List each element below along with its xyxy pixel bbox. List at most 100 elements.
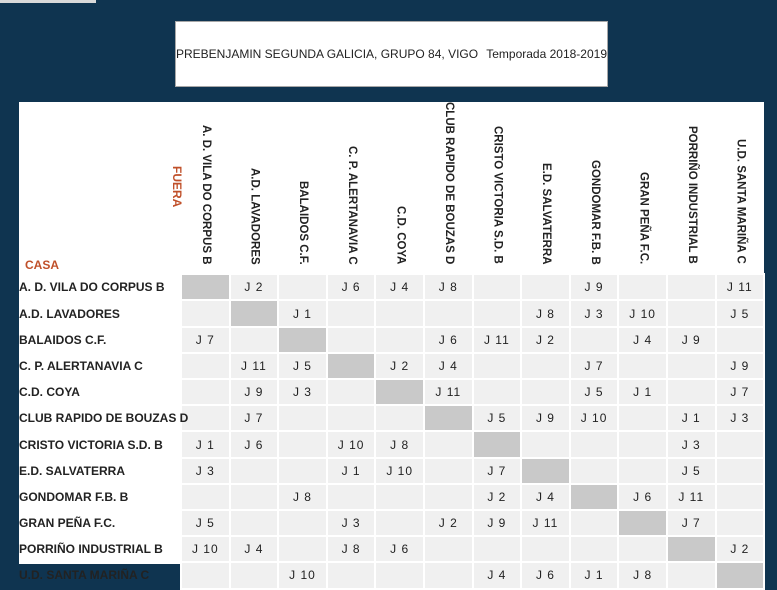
fixture-cell[interactable]: J 8 — [325, 535, 377, 564]
fixture-cell[interactable]: J 9 — [665, 325, 717, 354]
fixture-cell[interactable]: J 8 — [422, 273, 474, 302]
diagonal-cell[interactable] — [180, 273, 231, 302]
fixture-cell[interactable]: J 2 — [520, 325, 571, 354]
fixture-cell[interactable] — [617, 273, 668, 302]
fixture-cell[interactable] — [325, 378, 377, 407]
fixture-cell[interactable]: J 3 — [714, 404, 766, 433]
fixture-cell[interactable] — [422, 535, 474, 564]
fixture-cell[interactable]: J 7 — [228, 404, 280, 433]
fixture-cell[interactable] — [325, 404, 377, 433]
fixture-cell[interactable]: J 2 — [228, 273, 280, 302]
fixture-cell[interactable] — [277, 273, 328, 302]
fixture-cell[interactable]: J 9 — [471, 508, 523, 538]
fixture-cell[interactable]: J 9 — [714, 351, 766, 381]
fixture-cell[interactable]: J 6 — [325, 273, 377, 302]
fixture-cell[interactable]: J 4 — [228, 535, 280, 564]
fixture-cell[interactable] — [422, 430, 474, 459]
fixture-cell[interactable] — [520, 378, 571, 407]
fixture-cell[interactable]: J 6 — [422, 325, 474, 354]
fixture-cell[interactable] — [617, 430, 668, 459]
fixture-cell[interactable] — [520, 430, 571, 459]
fixture-cell[interactable] — [471, 378, 523, 407]
fixture-cell[interactable] — [520, 351, 571, 381]
diagonal-cell[interactable] — [714, 561, 766, 590]
fixture-cell[interactable] — [617, 404, 668, 433]
fixture-cell[interactable] — [471, 273, 523, 302]
fixture-cell[interactable] — [374, 482, 425, 511]
fixture-cell[interactable] — [714, 508, 766, 538]
fixture-cell[interactable] — [325, 561, 377, 590]
fixture-cell[interactable] — [374, 404, 425, 433]
diagonal-cell[interactable] — [520, 456, 571, 485]
fixture-cell[interactable] — [180, 351, 231, 381]
diagonal-cell[interactable] — [374, 378, 425, 407]
fixture-cell[interactable] — [520, 535, 571, 564]
fixture-cell[interactable]: J 1 — [617, 378, 668, 407]
fixture-cell[interactable]: J 10 — [568, 404, 620, 433]
diagonal-cell[interactable] — [617, 508, 668, 538]
fixture-cell[interactable]: J 4 — [374, 273, 425, 302]
fixture-cell[interactable] — [422, 456, 474, 485]
fixture-cell[interactable] — [180, 561, 231, 590]
fixture-cell[interactable] — [568, 430, 620, 459]
fixture-cell[interactable]: J 10 — [325, 430, 377, 459]
fixture-cell[interactable]: J 1 — [277, 299, 328, 328]
fixture-cell[interactable]: J 8 — [277, 482, 328, 511]
fixture-cell[interactable] — [325, 299, 377, 328]
fixture-cell[interactable]: J 5 — [471, 404, 523, 433]
fixture-cell[interactable]: J 7 — [568, 351, 620, 381]
fixture-cell[interactable] — [714, 482, 766, 511]
fixture-cell[interactable] — [568, 508, 620, 538]
fixture-cell[interactable] — [422, 482, 474, 511]
diagonal-cell[interactable] — [228, 299, 280, 328]
fixture-cell[interactable]: J 10 — [180, 535, 231, 564]
fixture-cell[interactable]: J 11 — [520, 508, 571, 538]
fixture-cell[interactable] — [374, 561, 425, 590]
fixture-cell[interactable]: J 7 — [714, 378, 766, 407]
fixture-cell[interactable]: J 3 — [665, 430, 717, 459]
fixture-cell[interactable] — [520, 273, 571, 302]
fixture-cell[interactable]: J 2 — [374, 351, 425, 381]
fixture-cell[interactable]: J 2 — [422, 508, 474, 538]
fixture-cell[interactable] — [325, 482, 377, 511]
fixture-cell[interactable]: J 2 — [714, 535, 766, 564]
fixture-cell[interactable] — [180, 378, 231, 407]
fixture-cell[interactable] — [617, 456, 668, 485]
fixture-cell[interactable] — [471, 299, 523, 328]
fixture-cell[interactable] — [180, 482, 231, 511]
fixture-cell[interactable]: J 6 — [228, 430, 280, 459]
fixture-cell[interactable] — [422, 561, 474, 590]
fixture-cell[interactable]: J 3 — [325, 508, 377, 538]
fixture-cell[interactable]: J 3 — [180, 456, 231, 485]
fixture-cell[interactable]: J 5 — [180, 508, 231, 538]
fixture-cell[interactable] — [374, 508, 425, 538]
diagonal-cell[interactable] — [325, 351, 377, 381]
fixture-cell[interactable]: J 5 — [714, 299, 766, 328]
fixture-cell[interactable]: J 10 — [617, 299, 668, 328]
fixture-cell[interactable] — [471, 351, 523, 381]
fixture-cell[interactable]: J 4 — [471, 561, 523, 590]
fixture-cell[interactable]: J 9 — [568, 273, 620, 302]
fixture-cell[interactable]: J 7 — [471, 456, 523, 485]
fixture-cell[interactable] — [228, 325, 280, 354]
fixture-cell[interactable]: J 11 — [228, 351, 280, 381]
fixture-cell[interactable]: J 5 — [568, 378, 620, 407]
fixture-cell[interactable]: J 5 — [277, 351, 328, 381]
fixture-cell[interactable]: J 6 — [520, 561, 571, 590]
fixture-cell[interactable] — [374, 299, 425, 328]
fixture-cell[interactable]: J 9 — [520, 404, 571, 433]
fixture-cell[interactable]: J 9 — [228, 378, 280, 407]
fixture-cell[interactable] — [374, 325, 425, 354]
fixture-cell[interactable]: J 7 — [180, 325, 231, 354]
fixture-cell[interactable]: J 11 — [665, 482, 717, 511]
fixture-cell[interactable]: J 1 — [180, 430, 231, 459]
diagonal-cell[interactable] — [471, 430, 523, 459]
fixture-cell[interactable]: J 1 — [325, 456, 377, 485]
fixture-cell[interactable]: J 11 — [714, 273, 766, 302]
fixture-cell[interactable]: J 1 — [568, 561, 620, 590]
fixture-cell[interactable]: J 4 — [520, 482, 571, 511]
fixture-cell[interactable]: J 11 — [471, 325, 523, 354]
fixture-cell[interactable]: J 7 — [665, 508, 717, 538]
diagonal-cell[interactable] — [665, 535, 717, 564]
fixture-cell[interactable]: J 6 — [374, 535, 425, 564]
